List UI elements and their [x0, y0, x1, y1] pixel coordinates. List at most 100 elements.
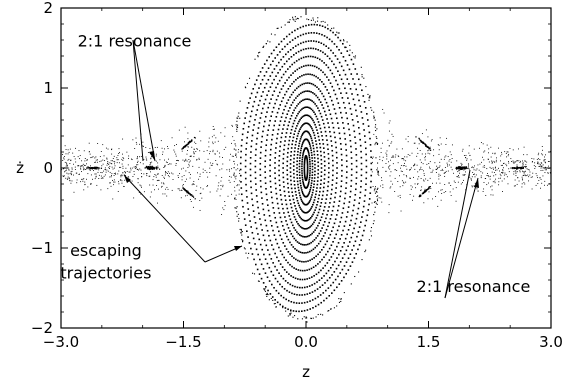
orbit-point: [299, 157, 301, 159]
orbit-point: [355, 177, 358, 179]
orbit-point: [252, 237, 255, 240]
orbit-point: [321, 104, 323, 106]
orbit-point: [392, 155, 394, 157]
orbit-point: [263, 289, 266, 291]
orbit-point: [353, 204, 355, 207]
orbit-point: [389, 164, 391, 166]
orbit-point: [246, 202, 249, 204]
orbit-point: [155, 153, 157, 155]
orbit-point: [278, 124, 281, 127]
orbit-point: [461, 167, 463, 169]
orbit-point: [239, 180, 241, 182]
orbit-point: [272, 129, 275, 131]
orbit-point: [532, 172, 534, 174]
orbit-point: [142, 145, 144, 147]
orbit-point: [425, 129, 427, 131]
orbit-point: [295, 207, 297, 210]
orbit-point: [95, 173, 97, 175]
orbit-point: [313, 121, 315, 124]
orbit-point: [289, 314, 291, 316]
orbit-point: [347, 269, 350, 271]
orbit-point: [297, 269, 300, 271]
orbit-point: [389, 175, 391, 177]
orbit-point: [529, 174, 531, 176]
orbit-point: [368, 95, 371, 97]
orbit-point: [104, 160, 106, 162]
orbit-point: [281, 285, 284, 288]
orbit-point: [289, 203, 292, 205]
orbit-point: [311, 127, 313, 130]
orbit-point: [308, 156, 311, 159]
orbit-point: [254, 154, 257, 156]
orbit-point: [165, 171, 166, 172]
orbit-point: [276, 269, 278, 271]
orbit-point: [296, 241, 299, 243]
orbit-point: [221, 168, 223, 170]
orbit-point: [323, 206, 326, 208]
orbit-point: [332, 159, 334, 162]
orbit-point: [233, 155, 235, 157]
orbit-point: [288, 76, 290, 79]
orbit-point: [300, 243, 302, 245]
orbit-point: [175, 153, 177, 155]
orbit-point: [515, 175, 517, 177]
orbit-point: [421, 186, 423, 188]
orbit-point: [98, 169, 100, 171]
orbit-point: [307, 181, 310, 184]
orbit-point: [333, 237, 336, 239]
orbit-point: [310, 224, 313, 227]
orbit-point: [278, 155, 281, 157]
orbit-point: [312, 40, 315, 42]
orbit-point: [289, 107, 291, 109]
orbit-point: [294, 45, 297, 47]
orbit-point: [516, 183, 518, 185]
orbit-point: [80, 181, 82, 183]
orbit-point: [324, 21, 326, 23]
orbit-point: [345, 149, 348, 151]
orbit-point: [482, 166, 484, 168]
orbit-point: [281, 266, 284, 268]
orbit-point: [307, 55, 310, 58]
orbit-point: [272, 207, 275, 209]
orbit-point: [87, 186, 89, 188]
orbit-point: [303, 309, 306, 312]
orbit-point: [193, 149, 195, 150]
orbit-point: [187, 167, 189, 168]
orbit-point: [363, 229, 365, 232]
orbit-point: [246, 107, 249, 109]
orbit-point: [255, 143, 258, 145]
orbit-point: [369, 137, 371, 140]
orbit-point: [393, 156, 394, 158]
orbit-point: [364, 107, 367, 109]
orbit-point: [296, 28, 299, 30]
orbit-point: [297, 122, 299, 125]
orbit-point: [460, 166, 462, 168]
orbit-point: [311, 191, 314, 194]
orbit-point: [297, 150, 299, 153]
orbit-point: [324, 130, 327, 133]
orbit-point: [340, 300, 342, 303]
orbit-point: [264, 149, 267, 152]
orbit-point: [268, 102, 271, 105]
orbit-point: [546, 169, 547, 171]
orbit-point: [314, 170, 316, 173]
orbit-point: [413, 142, 415, 144]
orbit-point: [362, 123, 365, 125]
orbit-point: [307, 193, 310, 196]
orbit-point: [297, 250, 300, 253]
orbit-point: [271, 283, 273, 286]
orbit-point: [316, 288, 319, 290]
orbit-point: [241, 199, 244, 202]
orbit-point: [309, 163, 311, 165]
orbit-point: [273, 90, 276, 93]
orbit-point: [206, 150, 208, 152]
orbit-point: [302, 99, 304, 102]
orbit-point: [84, 184, 86, 186]
orbit-point: [367, 125, 370, 127]
orbit-point: [302, 124, 304, 126]
orbit-point: [177, 159, 178, 161]
orbit-point: [402, 158, 404, 160]
orbit-point: [537, 161, 539, 163]
orbit-point: [334, 112, 337, 115]
orbit-point: [522, 160, 523, 162]
